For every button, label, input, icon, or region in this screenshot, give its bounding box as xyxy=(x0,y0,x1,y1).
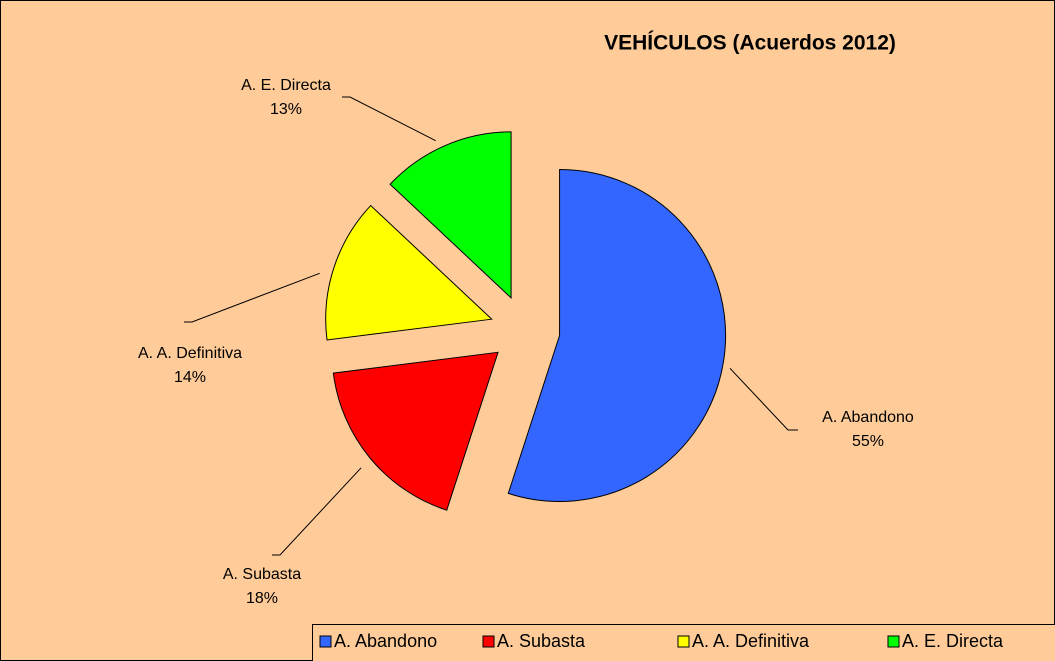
pie-slice xyxy=(325,204,493,341)
legend-label: A. A. Definitiva xyxy=(692,631,810,651)
data-label-name: A. Subasta xyxy=(223,566,301,583)
legend-swatch xyxy=(482,635,495,648)
legend-swatch xyxy=(319,635,332,648)
leader-line xyxy=(342,96,436,142)
legend-label: A. Subasta xyxy=(497,631,586,651)
data-label-value: 13% xyxy=(270,101,302,118)
data-label-value: 18% xyxy=(246,590,278,607)
pie-slice xyxy=(507,168,726,502)
leader-line xyxy=(729,367,798,431)
data-label-name: A. Abandono xyxy=(822,409,914,426)
legend-swatch xyxy=(887,635,900,648)
data-label-name: A. E. Directa xyxy=(241,77,331,94)
pie-slice xyxy=(389,131,512,300)
chart-title: VEHÍCULOS (Acuerdos 2012) xyxy=(604,32,896,55)
data-label-name: A. A. Definitiva xyxy=(138,345,242,362)
data-label-value: 14% xyxy=(174,369,206,386)
legend-label: A. Abandono xyxy=(334,631,437,651)
legend-label: A. E. Directa xyxy=(902,631,1004,651)
data-label-value: 55% xyxy=(852,433,884,450)
leader-line xyxy=(272,467,362,556)
pie-slice xyxy=(332,351,499,511)
legend-swatch xyxy=(677,635,690,648)
leader-line xyxy=(184,272,320,323)
